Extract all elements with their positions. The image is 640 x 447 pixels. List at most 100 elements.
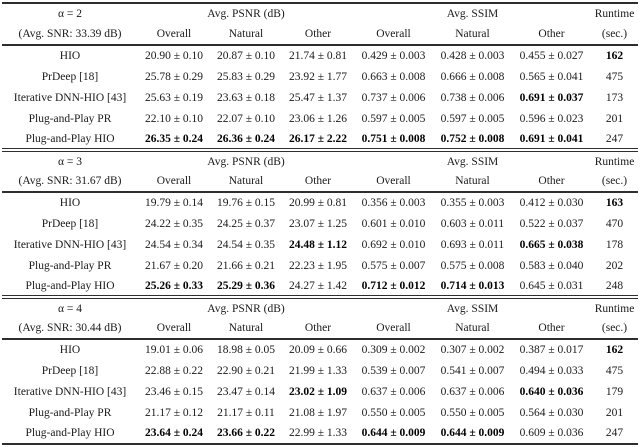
- ssim-group-header: Avg. SSIM: [446, 155, 499, 168]
- ssim-other-cell: 0.564 ± 0.030: [519, 406, 584, 419]
- ssim-overall-cell: 0.751 ± 0.008: [361, 132, 426, 145]
- ssim-other-cell: 0.455 ± 0.027: [519, 50, 584, 62]
- runtime-cell: 179: [605, 385, 624, 398]
- ssim-natural-cell: 0.307 ± 0.002: [440, 344, 505, 356]
- psnr-group-header: Avg. PSNR (dB): [207, 302, 285, 315]
- psnr-overall-cell: 21.67 ± 0.20: [144, 259, 204, 272]
- psnr-overall-cell: 19.01 ± 0.06: [144, 344, 204, 356]
- psnr-natural-cell: 21.17 ± 0.11: [217, 406, 275, 419]
- runtime-cell: 470: [605, 217, 624, 230]
- method-cell: Plug-and-Play HIO: [25, 132, 115, 145]
- psnr-natural-cell: 22.90 ± 0.21: [216, 364, 276, 377]
- psnr-other-cell: 23.92 ± 1.77: [288, 70, 348, 83]
- runtime-header: Runtime: [594, 155, 635, 168]
- psnr-overall-cell: 22.10 ± 0.10: [144, 112, 204, 125]
- ssim-group-header: Avg. SSIM: [446, 302, 499, 315]
- psnr-other-cell: 21.99 ± 1.33: [288, 364, 348, 377]
- method-cell: HIO: [59, 50, 81, 62]
- snr-subheader: (Avg. SNR: 33.39 dB): [18, 28, 122, 40]
- runtime-cell: 475: [605, 70, 624, 83]
- table-row: Plug-and-Play HIO 25.26 ± 0.33 25.29 ± 0.3…: [2, 276, 638, 297]
- runtime-cell: 162: [605, 50, 624, 62]
- ssim-other-cell: 0.609 ± 0.036: [519, 427, 584, 439]
- ssim-overall-cell: 0.601 ± 0.010: [361, 217, 426, 230]
- psnr-other-cell: 26.17 ± 2.22: [288, 132, 348, 145]
- ssim-overall-cell: 0.644 ± 0.009: [361, 427, 426, 439]
- method-cell: Plug-and-Play HIO: [25, 427, 115, 439]
- table-row: PrDeep [18] 22.88 ± 0.22 22.90 ± 0.21 21.99…: [2, 360, 638, 381]
- table-row: Iterative DNN-HIO [43] 24.54 ± 0.34 24.54 …: [2, 234, 638, 255]
- table-row: Plug-and-Play PR 22.10 ± 0.10 22.07 ± 0.10…: [2, 108, 638, 129]
- table-row: PrDeep [18] 25.78 ± 0.29 25.83 ± 0.29 23.92…: [2, 66, 638, 87]
- subcol-header-overall: Overall: [376, 322, 411, 334]
- method-cell: PrDeep [18]: [41, 217, 99, 230]
- psnr-other-cell: 25.47 ± 1.37: [288, 91, 348, 104]
- psnr-other-cell: 24.27 ± 1.42: [288, 279, 348, 292]
- results-table-body: α = 2 Avg. PSNR (dB) Avg. SSIM Runtime (Avg.…: [2, 3, 638, 444]
- ssim-overall-cell: 0.692 ± 0.010: [361, 238, 426, 251]
- subcol-header-other: Other: [538, 28, 565, 40]
- runtime-unit-header: (sec.): [601, 322, 628, 334]
- ssim-natural-cell: 0.541 ± 0.007: [440, 364, 505, 377]
- ssim-overall-cell: 0.550 ± 0.005: [361, 406, 426, 419]
- psnr-other-cell: 22.99 ± 1.33: [288, 427, 348, 439]
- psnr-overall-cell: 25.78 ± 0.29: [144, 70, 204, 83]
- psnr-natural-cell: 23.66 ± 0.22: [216, 427, 276, 439]
- runtime-cell: 178: [605, 238, 624, 251]
- ssim-natural-cell: 0.575 ± 0.008: [440, 259, 505, 272]
- ssim-other-cell: 0.565 ± 0.041: [519, 70, 584, 83]
- runtime-header: Runtime: [594, 302, 635, 315]
- runtime-cell: 201: [605, 112, 624, 125]
- section-subheader-row: (Avg. SNR: 33.39 dB) Overall Natural Other O…: [2, 24, 638, 45]
- method-cell: Plug-and-Play PR: [28, 259, 112, 272]
- runtime-cell: 201: [605, 406, 624, 419]
- subcol-header-overall: Overall: [156, 175, 192, 187]
- ssim-overall-cell: 0.575 ± 0.007: [361, 259, 426, 272]
- subcol-header-overall: Overall: [156, 28, 192, 40]
- ssim-other-cell: 0.583 ± 0.040: [519, 259, 584, 272]
- psnr-overall-cell: 23.46 ± 0.15: [144, 385, 204, 398]
- ssim-natural-cell: 0.693 ± 0.011: [440, 238, 505, 251]
- psnr-natural-cell: 22.07 ± 0.10: [216, 112, 276, 125]
- psnr-overall-cell: 21.17 ± 0.12: [144, 406, 204, 419]
- ssim-overall-cell: 0.712 ± 0.012: [361, 279, 426, 292]
- ssim-other-cell: 0.640 ± 0.036: [519, 385, 584, 398]
- ssim-other-cell: 0.494 ± 0.033: [519, 364, 584, 377]
- psnr-natural-cell: 18.98 ± 0.05: [216, 344, 276, 356]
- alpha-header: α = 2: [57, 8, 82, 20]
- psnr-natural-cell: 25.29 ± 0.36: [216, 279, 276, 292]
- runtime-header: Runtime: [594, 8, 635, 20]
- ssim-natural-cell: 0.355 ± 0.003: [440, 197, 505, 209]
- section-header-row: α = 3 Avg. PSNR (dB) Avg. SSIM Runtime: [2, 150, 638, 171]
- ssim-overall-cell: 0.637 ± 0.006: [361, 385, 426, 398]
- runtime-cell: 475: [605, 364, 624, 377]
- method-cell: PrDeep [18]: [41, 364, 99, 377]
- runtime-unit-header: (sec.): [601, 175, 628, 187]
- psnr-overall-cell: 24.54 ± 0.34: [144, 238, 204, 251]
- subcol-header-other: Other: [538, 175, 565, 187]
- section-header-row: α = 4 Avg. PSNR (dB) Avg. SSIM Runtime: [2, 297, 638, 318]
- psnr-other-cell: 20.99 ± 0.81: [288, 197, 348, 209]
- method-cell: Plug-and-Play HIO: [25, 279, 115, 292]
- psnr-other-cell: 23.02 ± 1.09: [288, 385, 348, 398]
- psnr-other-cell: 20.09 ± 0.66: [288, 344, 348, 356]
- psnr-other-cell: 23.07 ± 1.25: [288, 217, 348, 230]
- method-cell: Plug-and-Play PR: [28, 112, 112, 125]
- subcol-header-overall: Overall: [376, 175, 411, 187]
- method-cell: PrDeep [18]: [41, 70, 99, 83]
- runtime-cell: 247: [605, 427, 624, 439]
- section-subheader-row: (Avg. SNR: 30.44 dB) Overall Natural Other O…: [2, 318, 638, 339]
- method-cell: HIO: [59, 344, 81, 356]
- alpha-header: α = 3: [57, 155, 82, 168]
- method-cell: Iterative DNN-HIO [43]: [13, 385, 127, 398]
- subcol-header-natural: Natural: [228, 322, 264, 334]
- psnr-overall-cell: 26.35 ± 0.24: [144, 132, 204, 145]
- subcol-header-natural: Natural: [455, 175, 490, 187]
- ssim-overall-cell: 0.597 ± 0.005: [361, 112, 426, 125]
- ssim-overall-cell: 0.737 ± 0.006: [361, 91, 426, 104]
- ssim-natural-cell: 0.637 ± 0.006: [440, 385, 505, 398]
- ssim-other-cell: 0.691 ± 0.037: [519, 91, 584, 104]
- subcol-header-other: Other: [304, 175, 332, 187]
- ssim-other-cell: 0.387 ± 0.017: [519, 344, 584, 356]
